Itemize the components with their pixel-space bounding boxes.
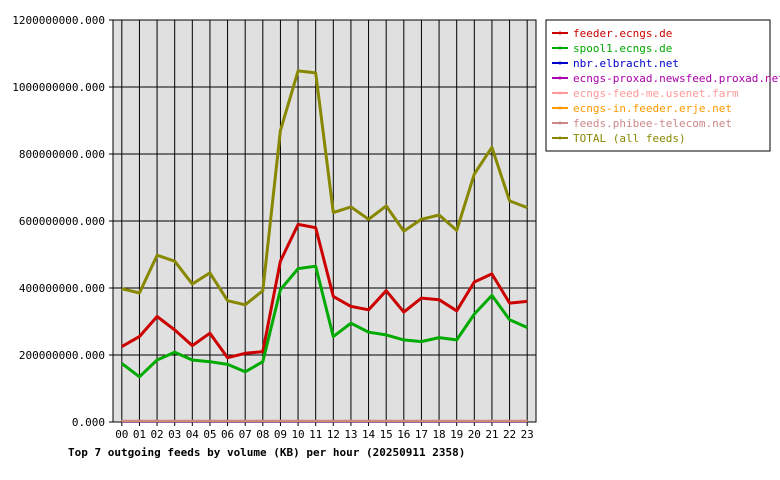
x-tick-label: 07 [239,428,252,441]
y-tick-label: 800000000.000 [19,148,105,161]
series-lines [120,69,528,423]
x-tick-label: 12 [327,428,340,441]
x-tick-label: 19 [450,428,463,441]
legend-marker [558,46,562,50]
x-tick-label: 11 [309,428,322,441]
x-tick-label: 14 [362,428,376,441]
legend-marker [558,121,562,125]
x-tick-label: 03 [168,428,181,441]
x-tick-label: 00 [115,428,128,441]
x-tick-label: 08 [256,428,269,441]
legend-marker [558,106,562,110]
x-tick-label: 02 [150,428,163,441]
y-tick-label: 600000000.000 [19,215,105,228]
x-tick-label: 13 [344,428,357,441]
x-tick-label: 10 [291,428,304,441]
legend-marker [558,76,562,80]
y-tick-label: 0.000 [72,416,105,429]
series-line-1 [121,222,528,360]
legend-label: nbr.elbracht.net [573,57,679,70]
y-axis-ticks: 0.000 200000000.000 400000000.000 600000000… [12,14,113,429]
chart-title: Top 7 outgoing feeds by volume (KB) per … [68,446,465,459]
x-tick-label: 09 [274,428,287,441]
legend-label: ecngs-feed-me.usenet.farm [573,87,739,100]
x-tick-label: 20 [468,428,481,441]
x-tick-label: 15 [380,428,393,441]
x-tick-label: 22 [503,428,516,441]
x-tick-label: 16 [397,428,410,441]
legend-label: feeds.phibee-telecom.net [573,117,732,130]
legend-marker [558,136,562,140]
x-tick-label: 21 [485,428,498,441]
legend: feeder.ecngs.de spool1.ecngs.de nbr.elbrac… [545,19,780,152]
y-tick-label: 1200000000.000 [12,14,105,27]
y-tick-label: 1000000000.000 [12,81,105,94]
legend-label: ecngs-in.feeder.erje.net [573,102,732,115]
legend-marker [558,61,562,65]
legend-marker [558,91,562,95]
series-line-8 [121,69,528,307]
legend-label: TOTAL (all feeds) [573,132,686,145]
series-line-2 [120,264,528,379]
legend-label: feeder.ecngs.de [573,27,672,40]
x-tick-label: 05 [203,428,216,441]
x-tick-label: 18 [432,428,445,441]
x-tick-label: 17 [415,428,428,441]
x-tick-label: 06 [221,428,234,441]
legend-box [545,19,771,152]
x-axis-ticks: 00 01 02 03 04 05 06 07 08 09 10 11 12 13 14 15 16 17 18 19… [115,422,534,441]
x-tick-label: 23 [521,428,534,441]
x-tick-label: 04 [186,428,200,441]
legend-label: spool1.ecngs.de [573,42,672,55]
legend-label: ecngs-proxad.newsfeed.proxad.net [573,72,780,85]
x-tick-label: 01 [133,428,146,441]
y-tick-label: 400000000.000 [19,282,105,295]
legend-marker [558,31,562,35]
y-tick-label: 200000000.000 [19,349,105,362]
